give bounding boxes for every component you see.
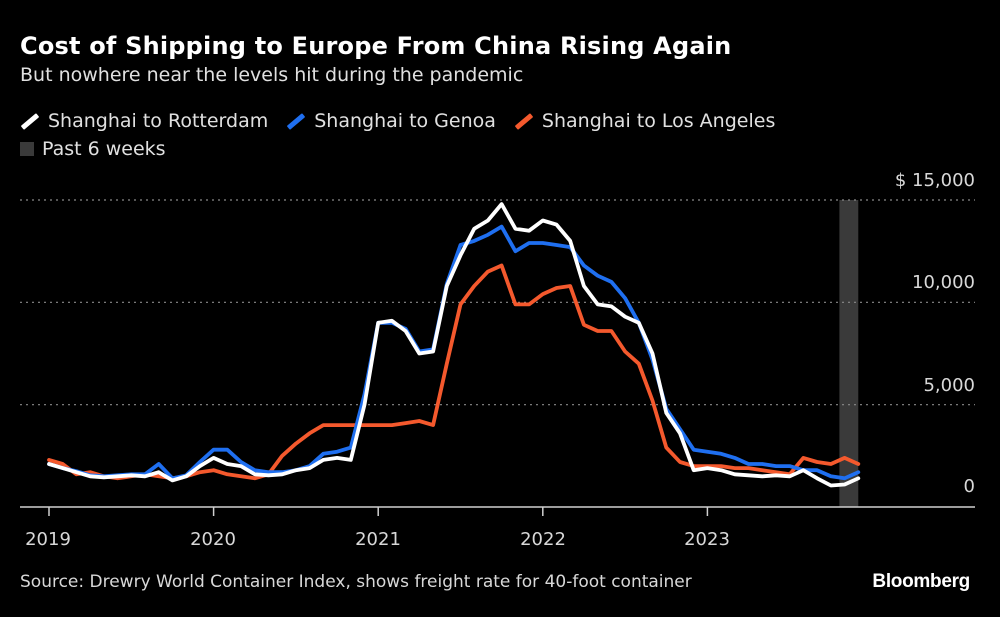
legend-label: Shanghai to Rotterdam <box>48 110 269 132</box>
legend-label: Shanghai to Genoa <box>314 110 496 132</box>
y-tick-label: 10,000 <box>912 272 975 293</box>
bloomberg-logo: Bloomberg <box>872 571 970 592</box>
x-tick-label: 2021 <box>355 529 401 550</box>
x-tick-label: 2019 <box>25 529 71 550</box>
x-tick-label: 2022 <box>520 529 566 550</box>
x-tick-label: 2020 <box>190 529 236 550</box>
y-tick-label: $ 15,000 <box>895 170 975 191</box>
legend-label: Shanghai to Los Angeles <box>541 110 776 132</box>
y-tick-label: 5,000 <box>923 375 975 396</box>
legend-swatch-past-6-weeks <box>20 142 34 156</box>
legend-row-2: Past 6 weeks <box>20 138 166 160</box>
legend-item-rotterdam: Shanghai to Rotterdam <box>20 110 268 132</box>
legend-label: Past 6 weeks <box>42 138 166 160</box>
y-tick-label: 0 <box>964 476 975 497</box>
legend: Shanghai to Rotterdam Shanghai to Genoa … <box>20 110 775 132</box>
past-6-weeks-band <box>839 200 859 507</box>
legend-item-genoa: Shanghai to Genoa <box>286 110 496 132</box>
legend-item-los-angeles: Shanghai to Los Angeles <box>514 110 775 132</box>
source-note: Source: Drewry World Container Index, sh… <box>20 572 692 592</box>
chart-title: Cost of Shipping to Europe From China Ri… <box>20 32 732 60</box>
chart-subtitle: But nowhere near the levels hit during t… <box>20 64 524 86</box>
series-line-shanghai-to-genoa <box>47 224 861 481</box>
series-line-shanghai-to-rotterdam <box>47 202 861 488</box>
legend-item-past-6-weeks: Past 6 weeks <box>20 138 166 160</box>
x-tick-label: 2023 <box>684 529 730 550</box>
series-line-shanghai-to-los-angeles <box>47 263 861 481</box>
